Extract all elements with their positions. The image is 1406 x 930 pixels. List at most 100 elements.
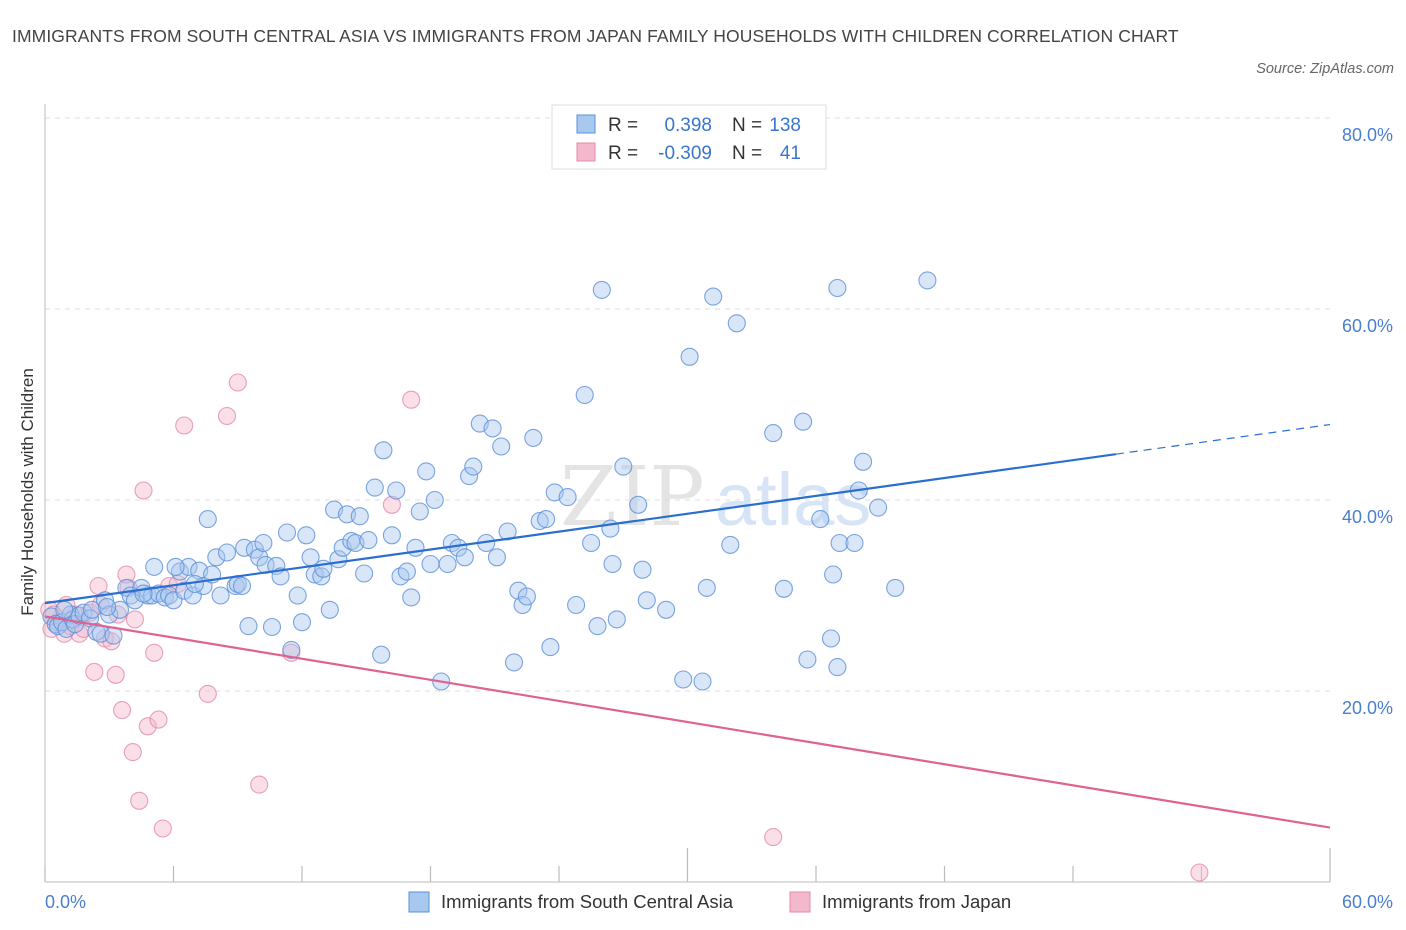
data-point-south-central-asia: [483, 419, 502, 438]
y-tick-label: 20.0%: [1342, 698, 1393, 718]
data-point-japan: [250, 775, 269, 794]
data-point-south-central-asia: [530, 511, 549, 531]
data-point-japan: [138, 717, 157, 736]
data-point-south-central-asia: [582, 533, 601, 553]
data-point-south-central-asia: [254, 533, 273, 553]
legend-n-label-2: N =: [732, 143, 762, 164]
data-point-south-central-asia: [492, 437, 511, 456]
data-point-south-central-asia: [297, 526, 316, 545]
data-point-japan: [113, 701, 132, 720]
data-point-south-central-asia: [207, 548, 226, 567]
data-point-south-central-asia: [350, 507, 369, 526]
data-point-south-central-asia: [271, 567, 290, 586]
data-point-south-central-asia: [175, 581, 194, 600]
data-point-south-central-asia: [232, 576, 252, 596]
data-point-south-central-asia: [869, 498, 888, 517]
data-point-south-central-asia: [312, 567, 331, 586]
chart-title: IMMIGRANTS FROM SOUTH CENTRAL ASIA VS IM…: [12, 26, 1179, 46]
data-point-south-central-asia: [250, 548, 269, 567]
data-point-japan: [198, 684, 217, 703]
data-point-south-central-asia: [558, 488, 577, 507]
data-point-south-central-asia: [854, 452, 873, 471]
legend-n-label-1: N =: [732, 115, 762, 136]
data-point-south-central-asia: [588, 617, 607, 636]
data-point-south-central-asia: [567, 595, 586, 615]
data-point-south-central-asia: [425, 490, 444, 510]
data-point-south-central-asia: [455, 548, 474, 567]
data-point-south-central-asia: [828, 278, 847, 298]
legend-r-label-2: R =: [608, 143, 638, 164]
data-point-south-central-asia: [504, 653, 524, 672]
data-point-south-central-asia: [464, 457, 483, 476]
legend-r-label-1: R =: [608, 115, 638, 136]
data-point-south-central-asia: [460, 467, 479, 486]
data-point-south-central-asia: [693, 672, 712, 691]
legend-n-value-2: 41: [780, 143, 801, 164]
data-point-south-central-asia: [145, 557, 164, 576]
legend-n-value-1: 138: [769, 115, 801, 136]
data-point-south-central-asia: [828, 658, 847, 677]
data-point-south-central-asia: [166, 557, 185, 576]
data-point-south-central-asia: [292, 613, 312, 632]
data-point-south-central-asia: [697, 578, 716, 597]
stats-legend-box: [551, 104, 827, 170]
trendline-japan: [44, 615, 1331, 829]
data-point-japan: [123, 743, 142, 762]
bottom-legend-swatch-blue: [408, 891, 430, 913]
data-point-japan: [106, 665, 125, 684]
data-point-south-central-asia: [100, 605, 119, 624]
data-point-south-central-asia: [417, 462, 436, 481]
data-point-south-central-asia: [830, 533, 849, 553]
data-point-south-central-asia: [217, 543, 237, 562]
data-point-south-central-asia: [402, 588, 421, 607]
x-tick-label: 60.0%: [1342, 892, 1393, 912]
series-legend: Immigrants from South Central Asia Immig…: [408, 891, 1011, 913]
data-point-japan: [145, 643, 164, 662]
data-point-south-central-asia: [704, 287, 723, 306]
data-point-south-central-asia: [387, 481, 406, 500]
data-point-south-central-asia: [524, 428, 543, 447]
data-point-japan: [382, 495, 401, 514]
data-point-south-central-asia: [355, 564, 374, 583]
data-point-south-central-asia: [365, 478, 384, 497]
y-tick-labels: 20.0% 40.0% 60.0% 80.0%: [1342, 125, 1393, 718]
gridlines: [45, 117, 1330, 692]
data-point-japan: [134, 481, 153, 500]
source-credit: Source: ZipAtlas.com: [1256, 61, 1394, 77]
data-point-south-central-asia: [886, 578, 905, 597]
data-point-south-central-asia: [421, 554, 440, 574]
data-point-south-central-asia: [55, 600, 74, 619]
y-tick-label: 80.0%: [1342, 125, 1393, 145]
data-point-south-central-asia: [262, 617, 282, 637]
data-point-south-central-asia: [198, 510, 217, 529]
data-point-japan: [764, 828, 783, 847]
data-point-japan: [153, 819, 172, 838]
trendline-south-central-asia: [44, 453, 1116, 605]
stats-legend: R = 0.398 N = 138 R = -0.309 N = 41: [551, 104, 827, 170]
data-point-south-central-asia: [498, 522, 517, 541]
data-point-japan: [402, 390, 421, 409]
data-point-south-central-asia: [179, 557, 198, 576]
data-point-south-central-asia: [359, 531, 378, 550]
data-point-south-central-asia: [603, 554, 622, 574]
data-point-south-central-asia: [614, 457, 633, 476]
legend-r-value-2: -0.309: [658, 143, 712, 164]
data-point-south-central-asia: [811, 510, 830, 529]
x-tick-label: 0.0%: [45, 892, 86, 912]
data-point-south-central-asia: [239, 617, 258, 636]
data-point-south-central-asia: [764, 424, 783, 443]
data-point-south-central-asia: [372, 645, 391, 664]
data-point-japan: [85, 662, 104, 681]
data-point-japan: [149, 710, 168, 729]
y-tick-label: 40.0%: [1342, 507, 1393, 527]
data-point-south-central-asia: [487, 548, 506, 567]
trendline-extension-south-central-asia: [1115, 423, 1331, 455]
data-point-south-central-asia: [211, 586, 230, 605]
data-point-south-central-asia: [320, 600, 339, 619]
data-point-south-central-asia: [592, 280, 611, 299]
data-point-south-central-asia: [821, 629, 841, 648]
data-point-south-central-asia: [845, 533, 864, 553]
x-tick-labels: 0.0% 60.0%: [45, 892, 1393, 912]
y-axis-label: Family Households with Children: [18, 368, 37, 616]
